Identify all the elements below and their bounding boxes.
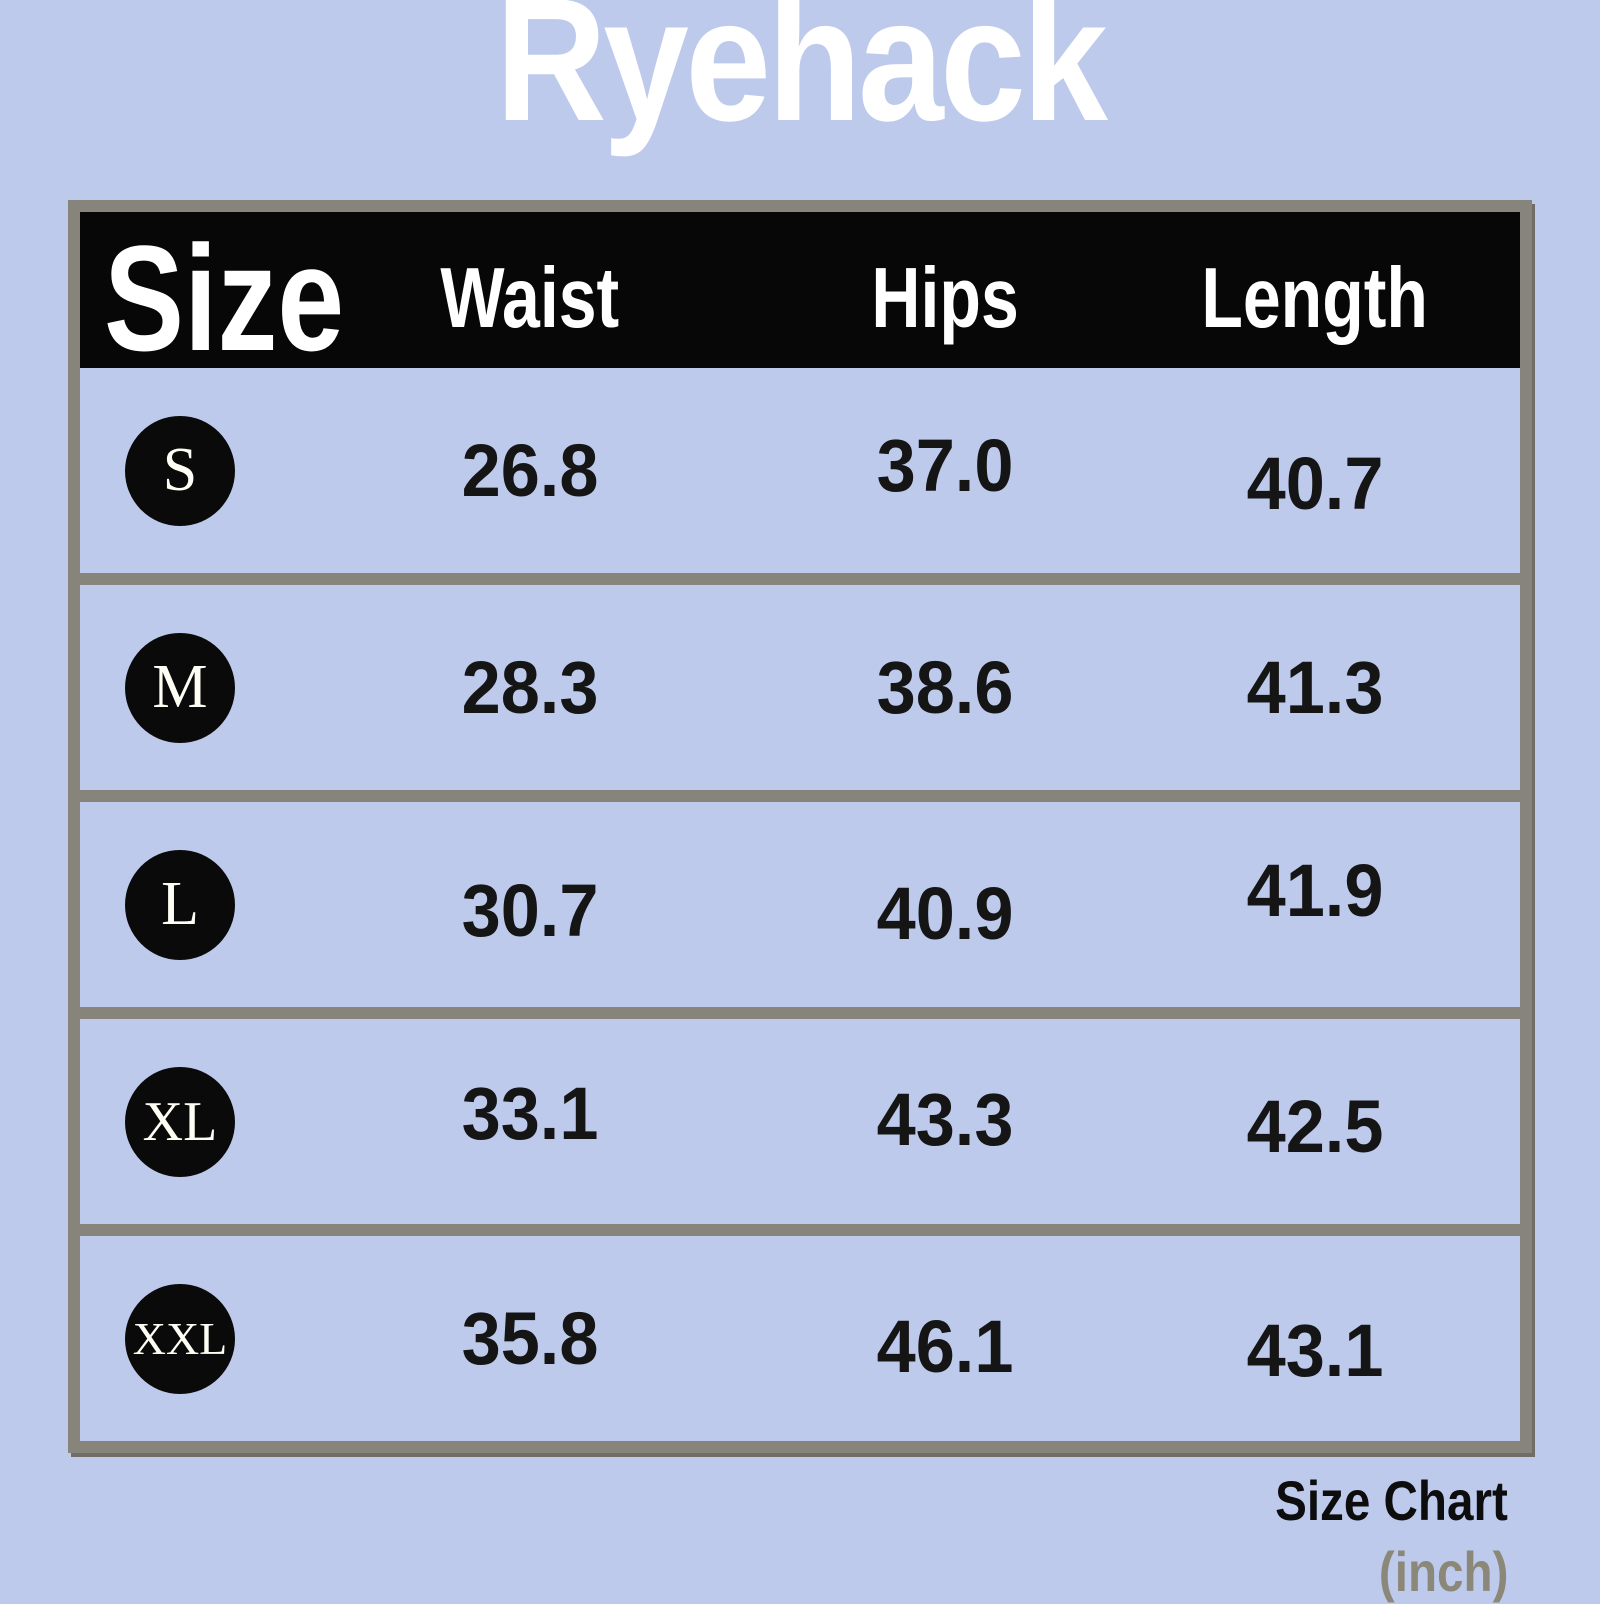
footer-title: Size Chart: [1275, 1469, 1508, 1532]
size-badge-xxl: XXL: [125, 1283, 235, 1394]
size-badge-l: L: [125, 849, 235, 960]
size-badge-xl: XL: [125, 1066, 235, 1177]
table-row-xxl: XXL 35.8 46.1 43.1: [80, 1224, 1520, 1441]
column-header-length: Length: [1201, 250, 1429, 346]
hips-value: 46.1: [876, 1305, 1014, 1388]
table-row-xl: XL 33.1 43.3 42.5: [80, 1007, 1520, 1224]
brand-title-text: Ryehack: [495, 0, 1108, 158]
length-value: 42.5: [1246, 1085, 1384, 1168]
waist-value: 33.1: [461, 1072, 599, 1155]
column-header-size: Size: [104, 214, 345, 382]
length-value: 41.9: [1246, 849, 1384, 932]
column-header-hips: Hips: [871, 250, 1019, 346]
hips-value: 37.0: [876, 424, 1014, 507]
table-row-l: L 30.7 40.9 41.9: [80, 790, 1520, 1007]
waist-value: 26.8: [461, 429, 599, 512]
size-cell: S: [80, 415, 280, 526]
footer-note: Size Chart (inch): [1234, 1468, 1508, 1604]
waist-value: 35.8: [461, 1297, 599, 1380]
table-row-m: M 28.3 38.6 41.3: [80, 573, 1520, 790]
length-value: 41.3: [1246, 646, 1384, 729]
length-value: 40.7: [1246, 442, 1384, 525]
waist-value: 30.7: [461, 869, 599, 952]
waist-value: 28.3: [461, 646, 599, 729]
brand-title: Ryehack: [0, 0, 1600, 153]
hips-value: 38.6: [876, 646, 1014, 729]
size-badge-m: M: [125, 632, 235, 743]
length-value: 43.1: [1246, 1309, 1384, 1392]
size-cell: L: [80, 849, 280, 960]
table-header-row: Size Waist Hips Length: [80, 212, 1520, 382]
size-cell: XXL: [80, 1283, 280, 1394]
size-badge-s: S: [125, 415, 235, 526]
footer-unit: (inch): [1378, 1540, 1508, 1603]
size-cell: XL: [80, 1066, 280, 1177]
hips-value: 40.9: [876, 872, 1014, 955]
table-row-s: S 26.8 37.0 40.7: [80, 368, 1520, 573]
column-header-waist: Waist: [440, 250, 620, 346]
size-chart-table: Size Waist Hips Length S 26.8 37.0 40.7 …: [68, 200, 1532, 1453]
hips-value: 43.3: [876, 1078, 1014, 1161]
size-cell: M: [80, 632, 280, 743]
